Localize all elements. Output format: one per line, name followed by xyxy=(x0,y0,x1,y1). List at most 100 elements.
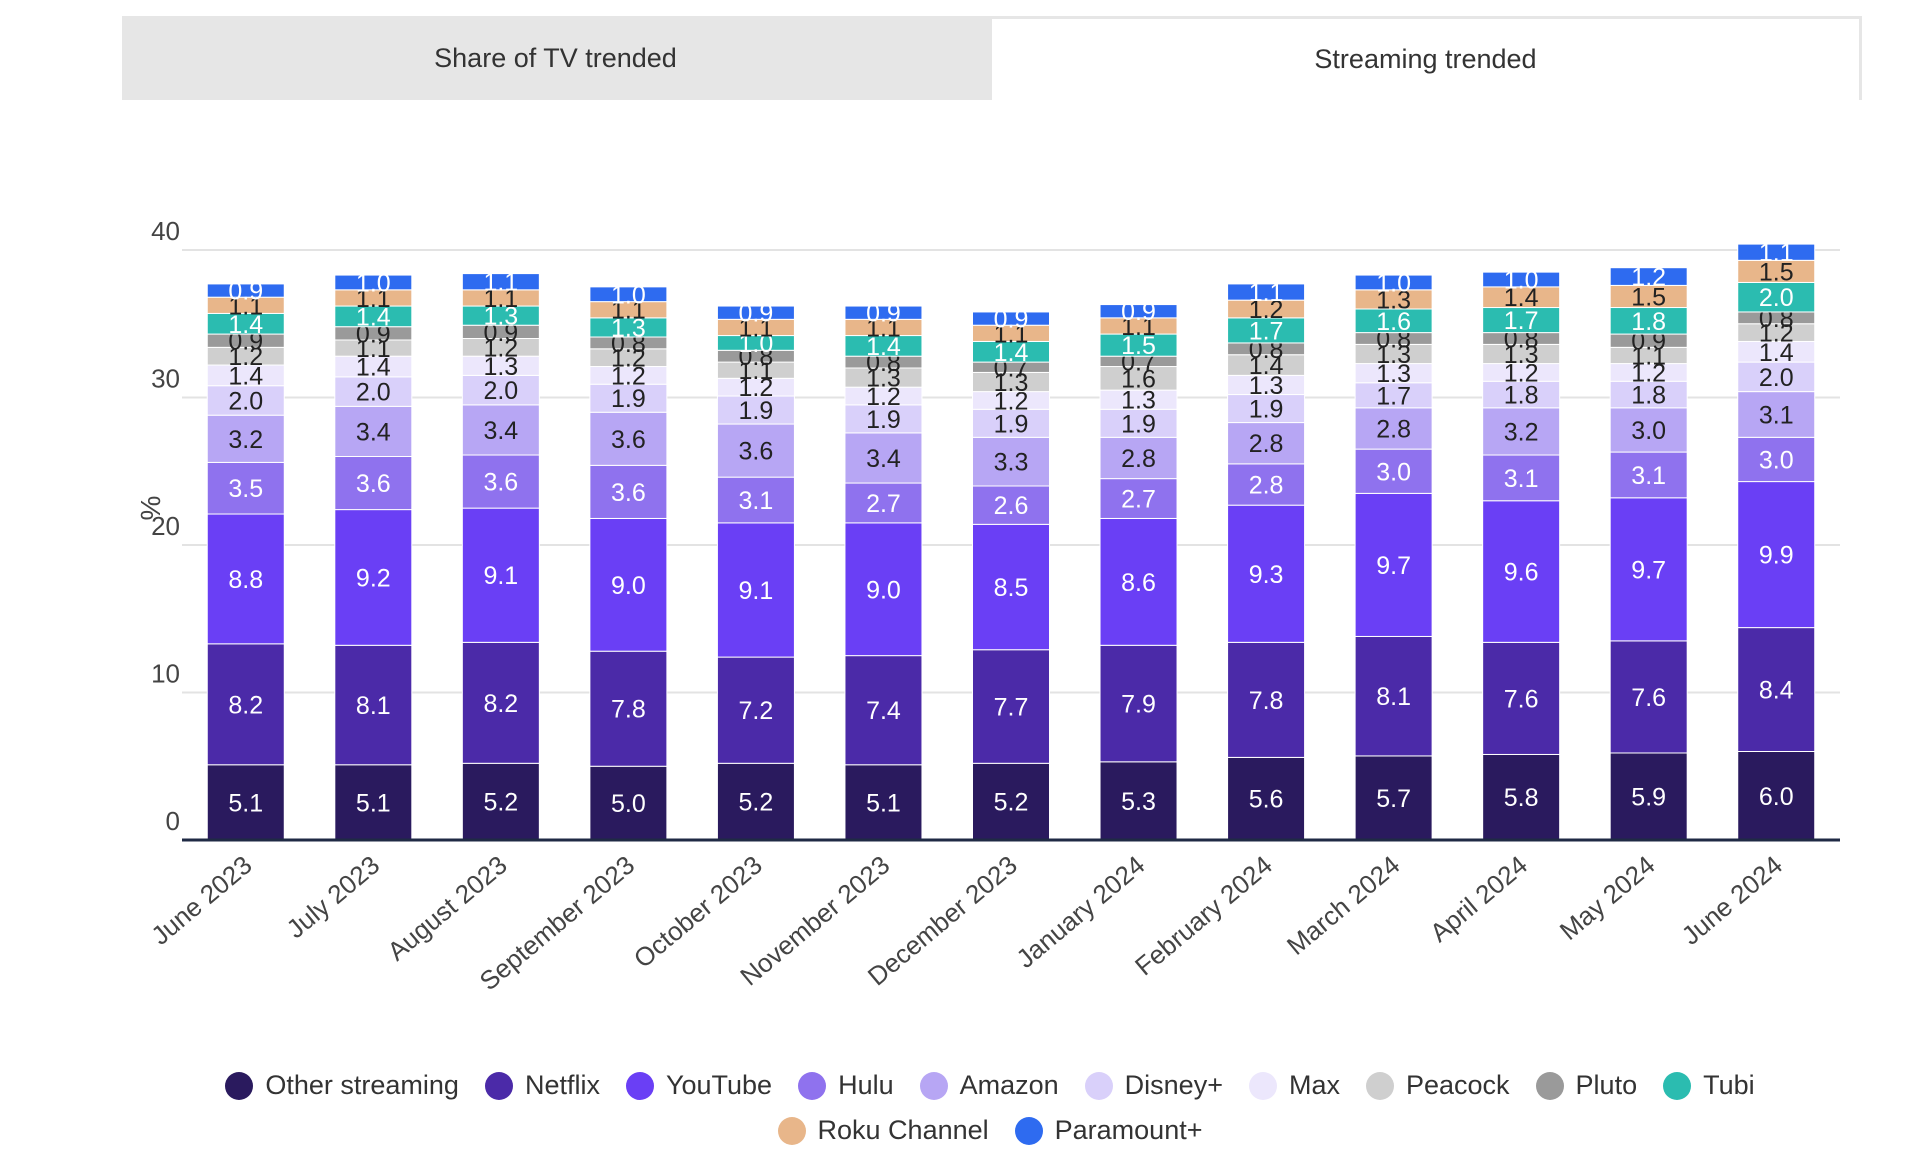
data-label: 1.2 xyxy=(611,362,646,390)
data-label: 1.7 xyxy=(1249,317,1284,345)
bar-segment xyxy=(589,464,668,519)
legend-item[interactable]: Hulu xyxy=(798,1070,894,1101)
legend-swatch-icon xyxy=(1663,1071,1692,1100)
y-tick-label: 30 xyxy=(151,364,180,394)
legend-item[interactable]: Disney+ xyxy=(1084,1070,1223,1101)
data-label: 1.3 xyxy=(866,365,901,393)
data-label: 2.8 xyxy=(1249,472,1284,500)
x-tick-label: February 2024 xyxy=(1129,850,1278,982)
data-label: 1.2 xyxy=(1631,359,1666,387)
bar-segment xyxy=(589,411,668,466)
legend-swatch-icon xyxy=(625,1071,654,1100)
data-label: 1.2 xyxy=(483,334,518,362)
legend-swatch-icon xyxy=(1084,1071,1113,1100)
data-label: 3.0 xyxy=(1376,458,1411,486)
data-label: 3.2 xyxy=(1504,418,1539,446)
data-label: 7.6 xyxy=(1504,685,1539,713)
legend-item[interactable]: Peacock xyxy=(1365,1070,1510,1101)
data-label: 2.8 xyxy=(1376,415,1411,443)
bar-segment xyxy=(461,507,540,643)
data-label: 8.2 xyxy=(483,690,518,718)
data-label: 1.1 xyxy=(483,269,518,297)
legend-item[interactable]: Tubi xyxy=(1663,1070,1755,1101)
data-label: 7.8 xyxy=(1249,687,1284,715)
legend-label: Disney+ xyxy=(1124,1070,1223,1100)
data-label: 1.5 xyxy=(1631,283,1666,311)
data-label: 3.3 xyxy=(994,449,1029,477)
data-label: 1.9 xyxy=(1121,410,1156,438)
y-tick-label: 0 xyxy=(166,806,180,836)
legend-item[interactable]: Other streaming xyxy=(225,1070,459,1101)
bar-segment xyxy=(1482,500,1561,643)
bar-segment xyxy=(972,649,1050,764)
data-label: 1.5 xyxy=(1759,258,1794,286)
data-label: 1.2 xyxy=(1631,264,1666,292)
legend-item[interactable]: Pluto xyxy=(1535,1070,1637,1101)
bar-segment xyxy=(716,395,795,425)
data-label: 7.8 xyxy=(611,696,646,724)
data-label: 9.0 xyxy=(611,572,646,600)
bar-segment xyxy=(1227,641,1306,758)
bar-segment xyxy=(1737,361,1816,393)
data-label: 3.4 xyxy=(483,417,518,445)
bar-segment xyxy=(1482,753,1561,841)
data-label: 3.6 xyxy=(611,479,646,507)
data-label: 1.2 xyxy=(611,345,646,373)
data-label: 1.9 xyxy=(611,385,646,413)
data-label: 2.7 xyxy=(866,490,901,518)
data-label: 2.0 xyxy=(1759,364,1794,392)
bar-segment xyxy=(1354,407,1433,450)
bar-segment xyxy=(972,523,1050,651)
data-label: 1.9 xyxy=(994,410,1029,438)
x-tick-label: July 2023 xyxy=(281,850,386,945)
data-label: 1.7 xyxy=(1504,307,1539,335)
data-label: 2.8 xyxy=(1249,430,1284,458)
data-label: 1.4 xyxy=(356,354,391,382)
data-label: 9.7 xyxy=(1376,552,1411,580)
bar-segment xyxy=(589,383,668,413)
data-label: 7.4 xyxy=(866,697,901,725)
data-label: 8.1 xyxy=(1376,683,1411,711)
y-axis-label: % xyxy=(135,496,166,521)
data-label: 5.1 xyxy=(356,789,391,817)
legend-item[interactable]: Max xyxy=(1248,1070,1340,1101)
data-label: 2.0 xyxy=(228,387,263,415)
data-label: 9.1 xyxy=(483,562,518,590)
data-label: 9.7 xyxy=(1631,556,1666,584)
data-label: 1.6 xyxy=(1376,308,1411,336)
data-label: 9.2 xyxy=(356,564,391,592)
data-label: 1.0 xyxy=(1376,269,1411,297)
data-label: 2.8 xyxy=(1121,445,1156,473)
legend-label: Max xyxy=(1288,1070,1340,1100)
data-label: 2.0 xyxy=(483,377,518,405)
tab-streaming-trended[interactable]: Streaming trended xyxy=(989,16,1862,100)
bar-segment xyxy=(1609,407,1688,453)
bar-segment xyxy=(206,461,285,515)
bar-segment xyxy=(1482,380,1561,409)
bar-segment xyxy=(844,305,923,320)
legend-swatch-icon xyxy=(484,1071,513,1100)
data-label: 0.9 xyxy=(994,306,1029,334)
data-label: 1.3 xyxy=(483,353,518,381)
bar-segment xyxy=(1609,752,1688,841)
bar-segment xyxy=(1099,304,1178,319)
data-label: 5.6 xyxy=(1249,786,1284,814)
data-label: 1.2 xyxy=(228,343,263,371)
data-label: 1.2 xyxy=(1249,296,1284,324)
legend-item[interactable]: Netflix xyxy=(484,1070,600,1101)
legend-item[interactable]: YouTube xyxy=(625,1070,773,1101)
data-label: 1.0 xyxy=(356,269,391,297)
legend-label: YouTube xyxy=(665,1070,773,1100)
data-label: 5.1 xyxy=(866,789,901,817)
bar-segment xyxy=(1609,267,1688,286)
data-label: 1.1 xyxy=(1759,239,1794,267)
legend-item[interactable]: Paramount+ xyxy=(1014,1115,1202,1146)
data-label: 1.4 xyxy=(1504,284,1539,312)
tab-share-of-tv-trended[interactable]: Share of TV trended xyxy=(122,16,989,100)
bar-segment xyxy=(972,762,1050,841)
bar-segment xyxy=(1227,283,1306,301)
data-label: 5.2 xyxy=(739,789,774,817)
legend-item[interactable]: Roku Channel xyxy=(777,1115,989,1146)
bar-segment xyxy=(1609,640,1688,754)
legend-item[interactable]: Amazon xyxy=(919,1070,1059,1101)
